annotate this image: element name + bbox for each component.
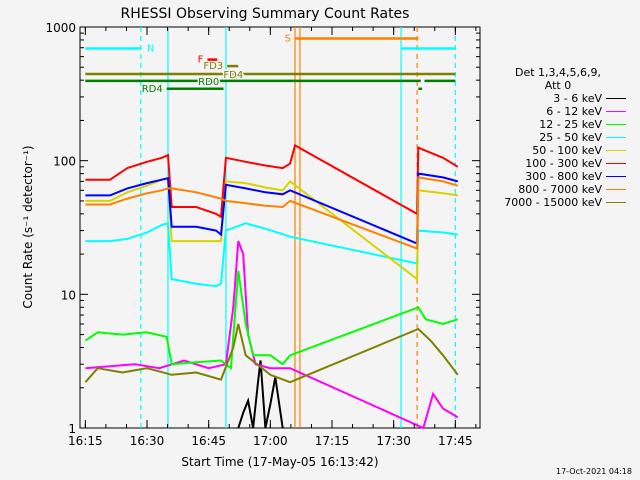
legend-header-line: Det 1,3,4,5,6,9, <box>514 66 602 79</box>
legend: Det 1,3,4,5,6,9, Att 0 3 - 6 keV 6 - 12 k… <box>482 66 634 209</box>
plot-area <box>79 26 481 429</box>
legend-label: 50 - 100 keV <box>532 144 602 157</box>
legend-swatch <box>606 162 626 165</box>
y-tick-label: 10 <box>61 288 76 302</box>
legend-swatch <box>606 188 626 191</box>
state-bar-label: FD4 <box>223 70 243 81</box>
series-line <box>84 270 459 371</box>
x-tick-label: 16:30 <box>130 434 165 448</box>
legend-entry: 7000 - 15000 keV <box>482 196 634 209</box>
legend-label: 3 - 6 keV <box>553 92 602 105</box>
x-axis-label: Start Time (17-May-05 16:13:42) <box>181 455 378 469</box>
legend-swatch <box>606 123 626 126</box>
state-bar-label: RD4 <box>142 84 163 95</box>
legend-entry: 3 - 6 keV <box>482 92 634 105</box>
legend-label: 12 - 25 keV <box>539 118 602 131</box>
state-bar-label: F <box>198 55 204 66</box>
legend-swatch <box>606 149 626 152</box>
legend-header-line: Att 0 <box>544 79 572 92</box>
x-tick-label: 17:30 <box>376 434 411 448</box>
legend-entry: 25 - 50 keV <box>482 131 634 144</box>
x-tick-label: 17:45 <box>438 434 473 448</box>
state-bar-label: FD3 <box>203 61 223 72</box>
x-tick-label: 17:15 <box>315 434 350 448</box>
legend-swatch <box>606 136 626 139</box>
legend-label: 25 - 50 keV <box>539 131 602 144</box>
legend-entry: 6 - 12 keV <box>482 105 634 118</box>
legend-label: 300 - 800 keV <box>525 170 602 183</box>
legend-entry: 800 - 7000 keV <box>482 183 634 196</box>
x-tick-label: 16:45 <box>191 434 226 448</box>
legend-entry: 100 - 300 keV <box>482 157 634 170</box>
legend-entry: 300 - 800 keV <box>482 170 634 183</box>
timestamp: 17-Oct-2021 04:18 <box>556 467 632 476</box>
legend-entry: 12 - 25 keV <box>482 118 634 131</box>
legend-label: 6 - 12 keV <box>546 105 602 118</box>
legend-swatch <box>606 97 626 100</box>
x-tick-label: 17:00 <box>253 434 288 448</box>
legend-label: 100 - 300 keV <box>525 157 602 170</box>
y-axis-label: Count Rate (s⁻¹ detector⁻¹) <box>21 145 35 308</box>
series-line <box>85 143 459 219</box>
series-line <box>84 323 459 384</box>
y-tick-label: 1000 <box>45 21 76 35</box>
state-bar-label: RD0 <box>198 77 219 88</box>
series-line <box>85 176 459 251</box>
y-tick-label: 100 <box>53 155 76 169</box>
series-line <box>85 176 458 282</box>
chart-title: RHESSI Observing Summary Count Rates <box>121 6 410 22</box>
legend-swatch <box>606 175 626 178</box>
y-tick-label: 1 <box>68 422 76 436</box>
legend-entry: 50 - 100 keV <box>482 144 634 157</box>
series-line <box>85 240 459 430</box>
legend-label: 800 - 7000 keV <box>518 183 602 196</box>
legend-swatch <box>606 110 626 113</box>
legend-label: 7000 - 15000 keV <box>504 196 602 209</box>
legend-swatch <box>606 201 626 204</box>
state-bar-label: N <box>147 44 154 55</box>
state-bar-label: S <box>285 34 291 45</box>
series-line <box>237 360 284 429</box>
x-tick-label: 16:15 <box>68 434 103 448</box>
